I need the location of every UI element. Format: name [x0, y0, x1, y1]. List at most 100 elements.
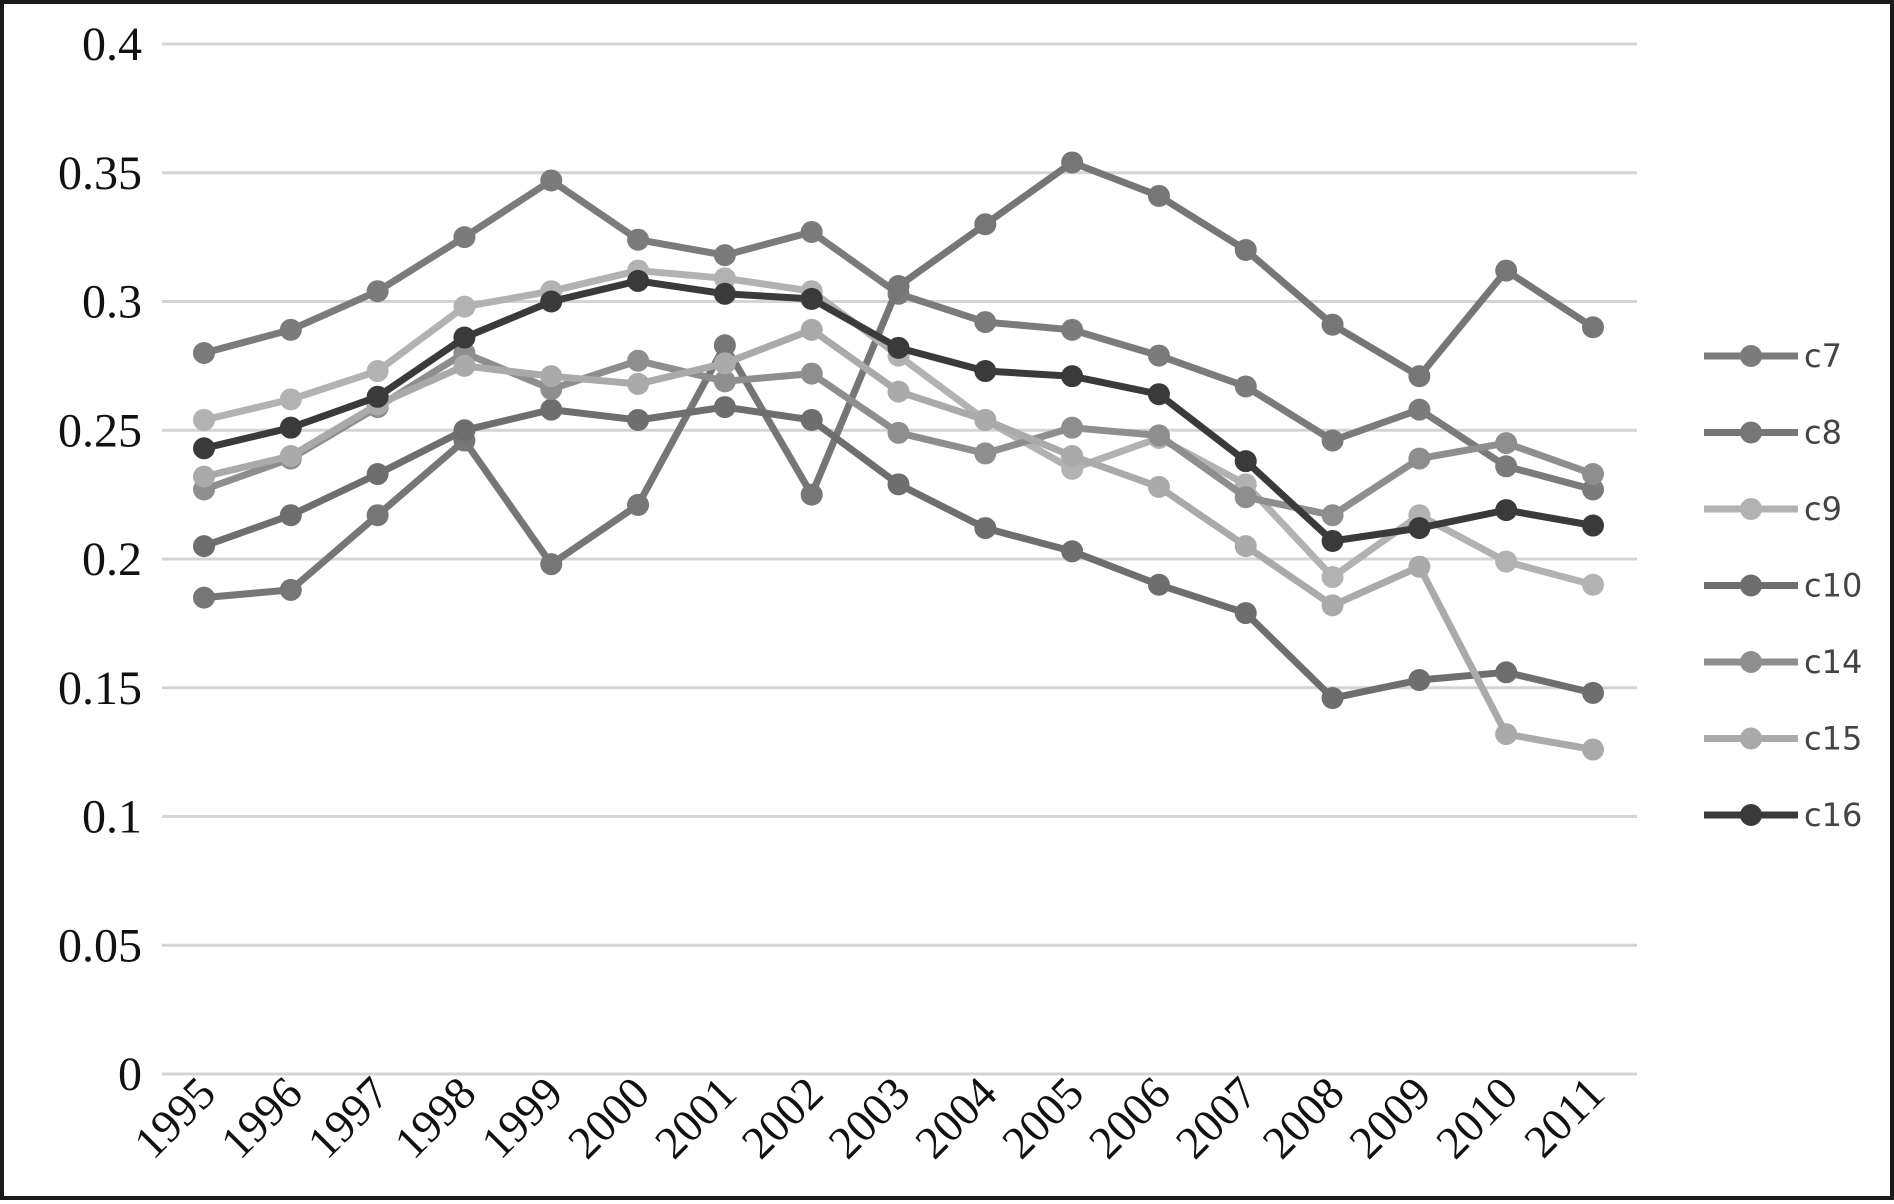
data-point-c16: [713, 282, 736, 305]
data-point-c14: [713, 370, 736, 393]
data-point-c14: [800, 362, 823, 385]
data-point-c16: [887, 336, 910, 359]
data-point-c15: [1495, 723, 1518, 746]
legend-item-c9: c9: [1704, 490, 1842, 528]
series-line-c10: [200, 403, 1597, 702]
data-point-c15: [800, 318, 823, 341]
series-c10: [193, 396, 1604, 710]
data-point-c8: [713, 334, 736, 357]
data-point-c15: [540, 365, 563, 388]
data-point-c15: [974, 408, 997, 431]
data-point-c16: [453, 326, 476, 349]
y-axis: 0 0.05 0.1 0.15 0.2 0.25 0.3 0.35 0.4: [58, 18, 142, 1101]
data-point-c9: [1582, 573, 1604, 596]
x-tick-label: 2001: [645, 1067, 746, 1168]
legend-item-c8: c8: [1704, 414, 1842, 452]
data-point-c14: [1408, 447, 1431, 470]
data-point-c10: [800, 408, 823, 431]
x-tick-label: 1996: [211, 1067, 312, 1168]
data-point-c8: [1582, 316, 1604, 339]
legend-item-c10: c10: [1704, 567, 1862, 605]
data-point-c8: [800, 483, 823, 506]
data-point-c15: [1321, 594, 1344, 617]
data-point-c7: [366, 280, 389, 303]
data-point-c16: [627, 269, 650, 292]
data-point-c16: [1234, 450, 1257, 473]
data-point-c7: [800, 220, 823, 243]
data-point-c9: [366, 360, 389, 383]
data-point-c9: [1321, 566, 1344, 589]
data-point-c7: [1234, 375, 1257, 398]
data-point-c16: [1061, 365, 1084, 388]
legend-item-c14: c14: [1704, 643, 1862, 681]
data-point-c16: [1408, 517, 1431, 540]
data-point-c9: [279, 388, 302, 411]
data-point-c16: [974, 360, 997, 383]
data-point-c10: [453, 419, 476, 442]
data-point-c14: [1495, 432, 1518, 455]
data-point-c15: [453, 354, 476, 377]
data-point-c14: [1321, 504, 1344, 527]
legend-label: c9: [1804, 490, 1842, 528]
x-tick-label: 2000: [558, 1067, 659, 1168]
data-point-c14: [1147, 424, 1170, 447]
data-point-c7: [1582, 478, 1604, 501]
x-tick-label: 2007: [1166, 1067, 1267, 1168]
data-point-c15: [1061, 445, 1084, 467]
data-point-c8: [279, 578, 302, 601]
data-point-c16: [193, 437, 215, 460]
y-tick-label: 0.35: [58, 147, 142, 200]
x-tick-label: 1999: [471, 1067, 572, 1168]
data-point-c15: [627, 372, 650, 395]
data-point-c8: [1495, 259, 1518, 282]
data-point-c16: [366, 385, 389, 408]
data-point-c8: [627, 493, 650, 516]
data-point-c10: [887, 473, 910, 496]
data-point-c10: [540, 398, 563, 421]
legend-swatch-marker: [1740, 804, 1762, 826]
x-tick-label: 2005: [992, 1067, 1093, 1168]
y-tick-label: 0: [118, 1048, 142, 1101]
legend-swatch-marker: [1740, 498, 1762, 520]
data-point-c16: [1321, 529, 1344, 552]
x-tick-label: 1997: [298, 1067, 399, 1168]
data-point-c15: [279, 445, 302, 467]
data-point-c7: [1495, 455, 1518, 478]
y-tick-label: 0.2: [82, 533, 142, 586]
legend-item-c16: c16: [1704, 796, 1862, 834]
data-point-c7: [1061, 318, 1084, 341]
data-point-c10: [627, 408, 650, 431]
data-point-c7: [627, 228, 650, 251]
data-point-c8: [1061, 151, 1084, 174]
y-tick-label: 0.25: [58, 404, 142, 457]
data-point-c15: [887, 380, 910, 403]
data-point-c10: [1321, 687, 1344, 710]
data-point-c14: [974, 442, 997, 465]
data-point-c7: [540, 169, 563, 192]
data-point-c14: [1061, 416, 1084, 439]
series-line-c16: [200, 277, 1597, 545]
data-point-c14: [887, 421, 910, 444]
data-point-c8: [193, 586, 215, 609]
x-tick-label: 2011: [1514, 1067, 1614, 1167]
data-point-c15: [1234, 535, 1257, 558]
data-point-c15: [193, 465, 215, 488]
line-chart: 0 0.05 0.1 0.15 0.2 0.25 0.3 0.35 0.4 1995199619…: [58, 18, 1862, 1168]
data-point-c8: [1147, 184, 1170, 207]
data-point-c7: [974, 311, 997, 334]
data-point-c15: [1408, 555, 1431, 578]
x-axis: 1995199619971998199920002001200220032004…: [124, 1067, 1614, 1168]
data-point-c9: [1495, 550, 1518, 573]
data-point-c8: [1234, 239, 1257, 261]
data-point-c16: [1147, 383, 1170, 406]
data-point-c10: [366, 463, 389, 486]
x-tick-label: 2009: [1339, 1067, 1440, 1168]
data-point-c10: [713, 396, 736, 419]
series-c7: [193, 169, 1604, 501]
data-point-c10: [1147, 573, 1170, 596]
data-point-c10: [1495, 661, 1518, 684]
data-point-c7: [1408, 398, 1431, 421]
y-tick-label: 0.1: [82, 791, 142, 844]
data-point-c14: [1234, 486, 1257, 509]
